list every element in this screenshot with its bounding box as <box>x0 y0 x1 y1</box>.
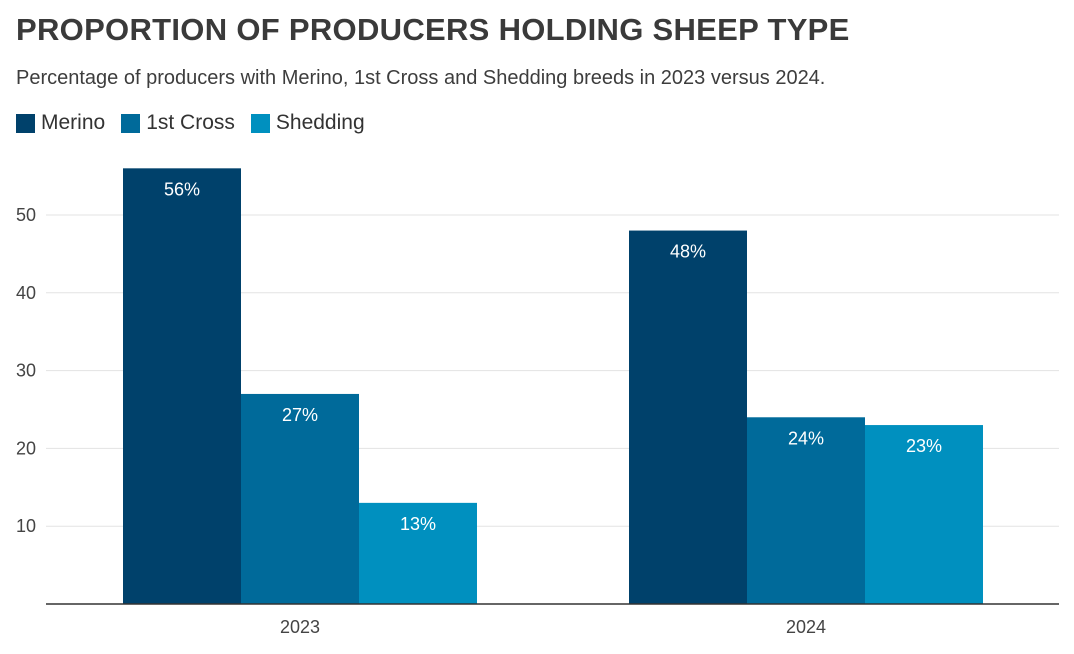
y-tick-label-30: 30 <box>16 361 36 381</box>
bar-merino-2023[interactable] <box>123 168 241 604</box>
bar-merino-2024[interactable] <box>629 230 747 604</box>
legend-item-merino[interactable]: Merino <box>16 111 105 135</box>
data-label-1st-cross-2023: 27% <box>282 405 318 425</box>
data-label-shedding-2024: 23% <box>906 436 942 456</box>
y-tick-label-40: 40 <box>16 283 36 303</box>
legend-swatch-merino <box>16 113 35 133</box>
legend-label-shedding: Shedding <box>275 111 365 134</box>
chart-subtitle: Percentage of producers with Merino, 1st… <box>16 67 826 89</box>
data-label-merino-2023: 56% <box>164 179 200 199</box>
data-label-1st-cross-2024: 24% <box>788 428 824 448</box>
y-tick-label-20: 20 <box>16 438 36 458</box>
legend-item-shedding[interactable]: Shedding <box>250 111 365 135</box>
legend-swatch-shedding <box>250 113 270 133</box>
legend-label-merino: Merino <box>41 111 106 134</box>
legend-label-1st-cross: 1st Cross <box>146 111 235 134</box>
bar-shedding-2024[interactable] <box>865 425 983 604</box>
bar-1st-cross-2023[interactable] <box>241 393 359 604</box>
bar-1st-cross-2024[interactable] <box>747 417 865 604</box>
legend-swatch-1st-cross <box>121 113 141 133</box>
legend: Merino 1st Cross Shedding <box>16 111 365 135</box>
x-tick-label-2023: 2023 <box>280 617 320 637</box>
data-label-shedding-2023: 13% <box>400 514 436 534</box>
chart-title: PROPORTION OF PRODUCERS HOLDING SHEEP TY… <box>16 12 850 47</box>
data-label-merino-2024: 48% <box>670 242 706 262</box>
legend-item-1st-cross[interactable]: 1st Cross <box>121 111 235 135</box>
y-tick-label-10: 10 <box>16 516 36 536</box>
x-tick-label-2024: 2024 <box>786 617 826 637</box>
y-tick-label-50: 50 <box>16 205 36 225</box>
bar-shedding-2023[interactable] <box>359 502 477 604</box>
